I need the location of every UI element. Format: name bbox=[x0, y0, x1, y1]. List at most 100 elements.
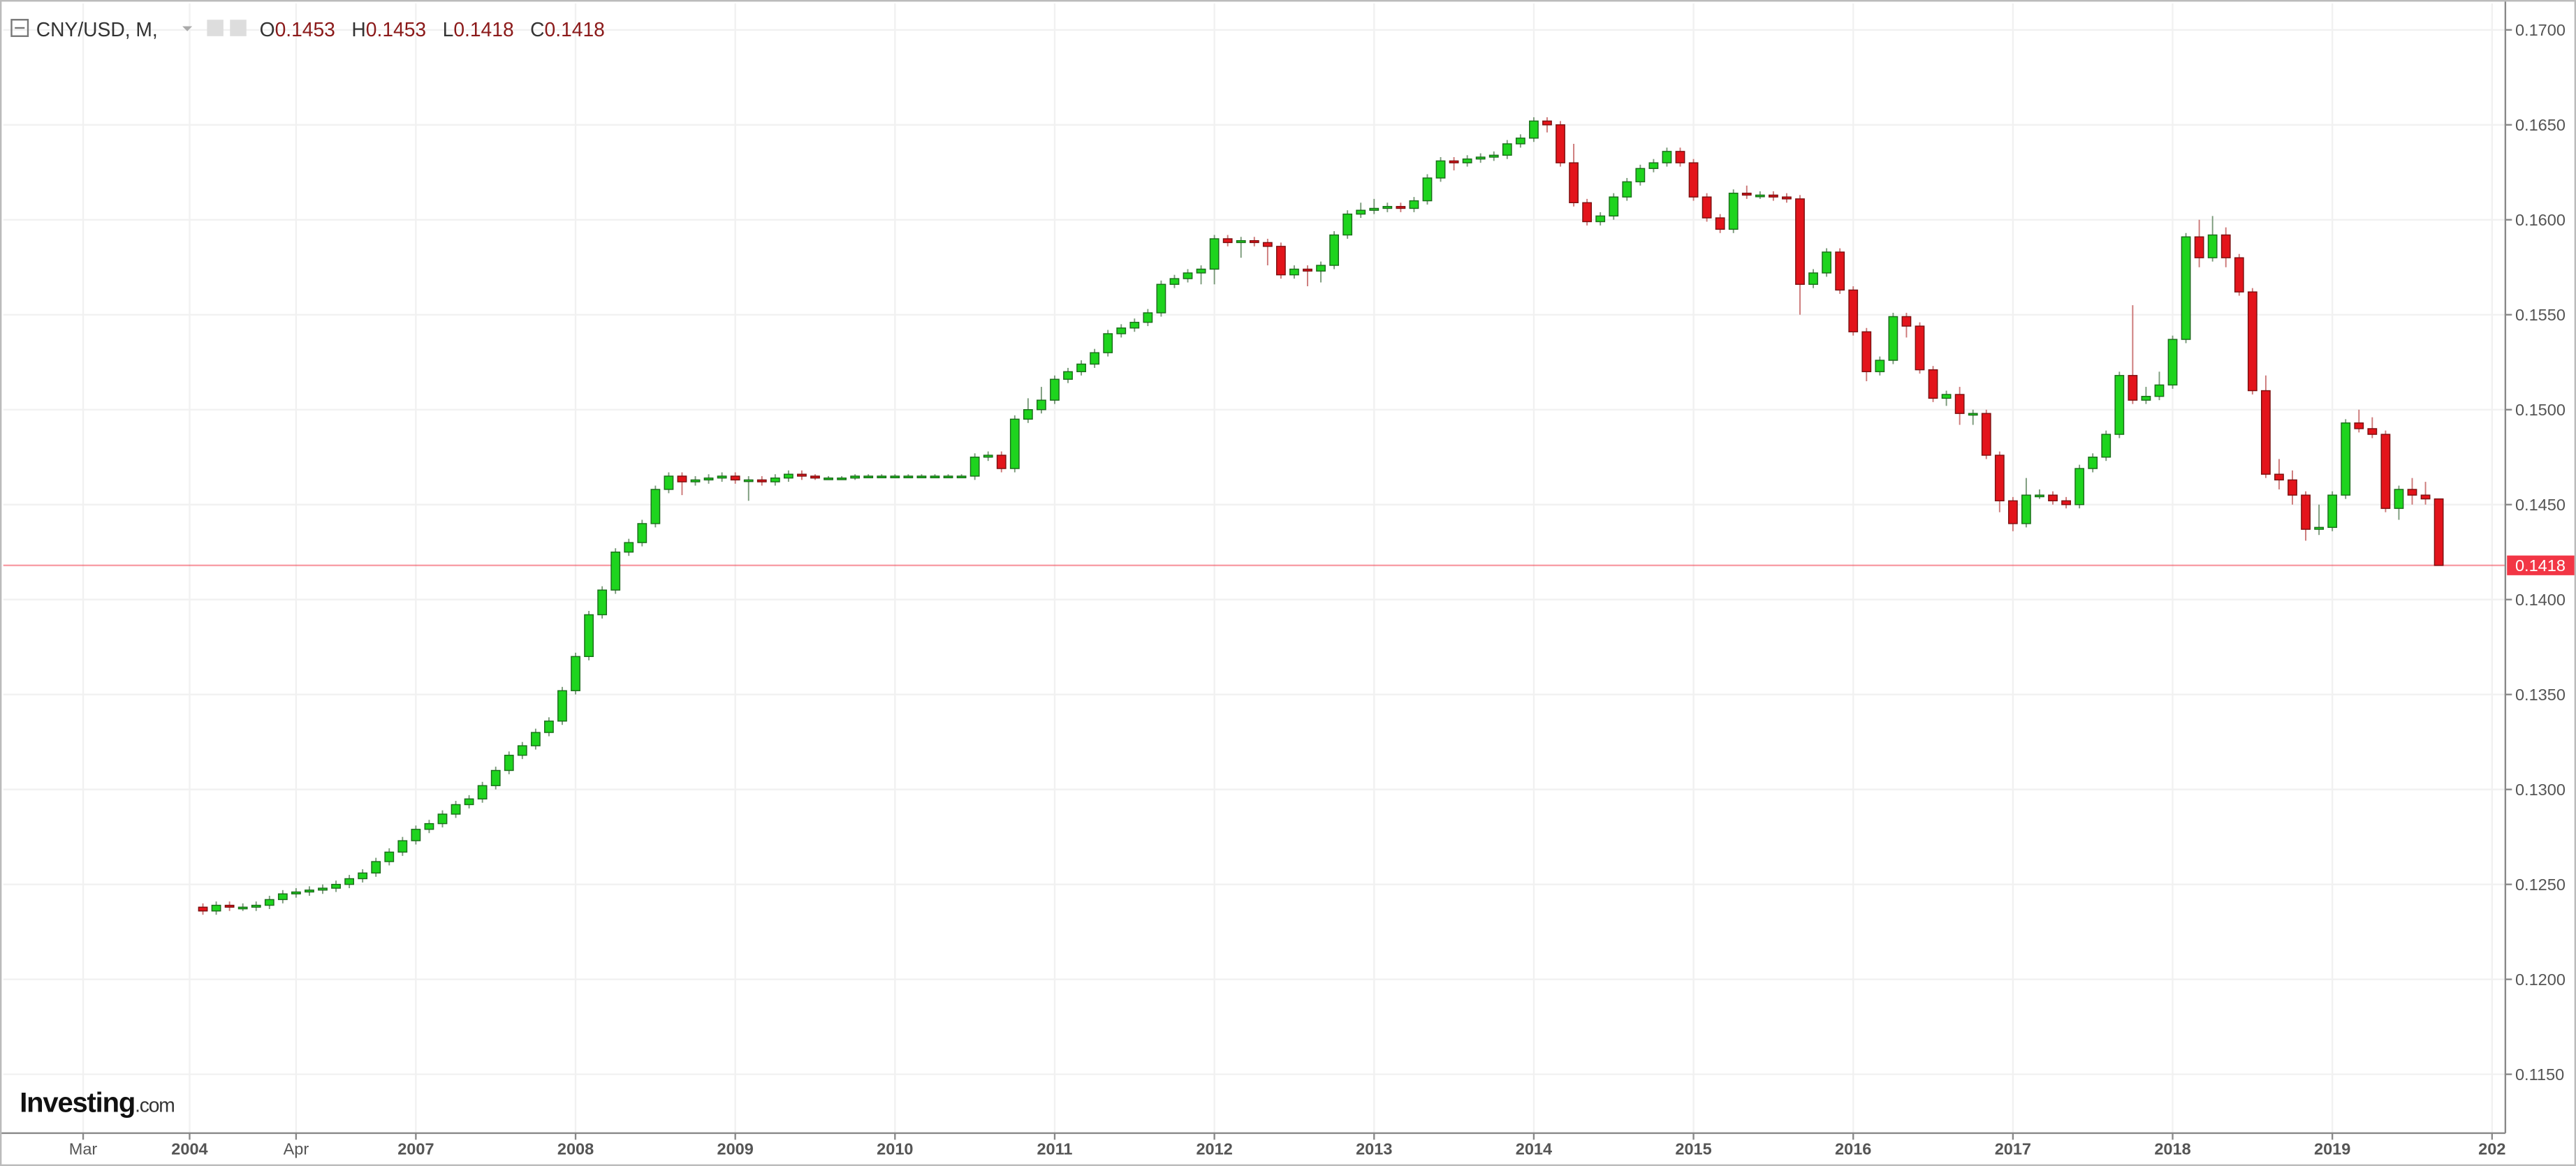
candle-body bbox=[1449, 160, 1459, 163]
candle-body bbox=[983, 455, 993, 458]
candle-body bbox=[1688, 162, 1699, 198]
candle-body bbox=[2247, 291, 2257, 392]
candle-body bbox=[544, 721, 554, 733]
candle-body bbox=[890, 475, 900, 478]
candle-body bbox=[916, 475, 927, 478]
candle-body bbox=[1329, 234, 1340, 266]
candle-body bbox=[1129, 321, 1140, 329]
candle-body bbox=[1023, 409, 1033, 420]
candle-body bbox=[1289, 268, 1299, 276]
candle-body bbox=[824, 477, 833, 480]
candle-body bbox=[730, 475, 740, 481]
ohlc-value: 0.1453 bbox=[275, 18, 335, 40]
candle-body bbox=[2327, 494, 2338, 529]
candle-body bbox=[451, 804, 461, 815]
candle-body bbox=[1116, 327, 1127, 334]
candle-body bbox=[1183, 272, 1193, 279]
y-tick-label: 0.1650 bbox=[2515, 116, 2566, 134]
candle-body bbox=[530, 732, 541, 746]
candle-body bbox=[1529, 120, 1539, 139]
candle-body bbox=[237, 906, 248, 910]
y-tick-label: 0.1600 bbox=[2515, 211, 2566, 229]
candle-body bbox=[2407, 489, 2417, 496]
candle-body bbox=[903, 475, 914, 478]
x-tick-label: 2004 bbox=[171, 1140, 207, 1158]
candle-body bbox=[624, 542, 634, 553]
x-tick-label: 2013 bbox=[1356, 1140, 1392, 1158]
candle-body bbox=[1768, 194, 1778, 198]
candle-body bbox=[1316, 265, 1326, 272]
candle-body bbox=[517, 745, 527, 756]
y-tick-label: 0.1450 bbox=[2515, 496, 2566, 514]
candle-body bbox=[783, 473, 793, 479]
candle-body bbox=[1861, 331, 1872, 373]
x-tick-label: 2009 bbox=[717, 1140, 754, 1158]
candle-body bbox=[1063, 371, 1073, 380]
legend-header: CNY/USD, M, O0.1453 H0.1453 L0.1418 C0.1418 bbox=[10, 18, 605, 40]
collapse-icon[interactable] bbox=[10, 19, 29, 37]
candle-body bbox=[1462, 158, 1472, 163]
candle-body bbox=[956, 475, 967, 478]
x-tick-label: 2012 bbox=[1196, 1140, 1232, 1158]
candle-body bbox=[1981, 413, 1991, 456]
settings-icon[interactable] bbox=[207, 20, 224, 36]
candle-body bbox=[1502, 143, 1512, 156]
candle-body bbox=[1875, 360, 1885, 373]
candle-body bbox=[557, 690, 567, 722]
candle-body bbox=[1728, 192, 1739, 230]
candle-body bbox=[397, 840, 408, 853]
candle-body bbox=[277, 893, 288, 901]
ohlc-value: 0.1418 bbox=[545, 18, 605, 40]
candle-body bbox=[1941, 394, 1952, 399]
x-tick-label: 2017 bbox=[1995, 1140, 2031, 1158]
candle-body bbox=[2341, 422, 2351, 496]
candle-body bbox=[943, 475, 953, 478]
candle-body bbox=[930, 475, 940, 478]
candle-body bbox=[1582, 202, 1593, 223]
candle-body bbox=[1675, 151, 1685, 163]
candle-body bbox=[2220, 234, 2231, 258]
candle-body bbox=[1635, 168, 1646, 183]
x-tick-label: 2018 bbox=[2154, 1140, 2190, 1158]
candle-body bbox=[850, 475, 861, 479]
candle-body bbox=[344, 878, 355, 885]
candle-body bbox=[2167, 339, 2178, 386]
logo-suffix: .com bbox=[135, 1093, 174, 1116]
candle-body bbox=[1702, 196, 1712, 219]
candle-body bbox=[2048, 494, 2058, 501]
candle-body bbox=[650, 489, 661, 524]
candle-body bbox=[2301, 494, 2311, 530]
x-tick-label: 2010 bbox=[877, 1140, 913, 1158]
candle-body bbox=[584, 614, 594, 658]
x-tick-label: 202 bbox=[2478, 1140, 2505, 1158]
candle-body bbox=[2141, 395, 2151, 401]
x-tick-label: 2015 bbox=[1675, 1140, 1711, 1158]
last-price-box bbox=[2507, 555, 2575, 575]
candle-body bbox=[2260, 390, 2271, 475]
candle-body bbox=[1196, 268, 1206, 274]
ohlc-key: L bbox=[443, 18, 454, 40]
dropdown-arrow[interactable] bbox=[182, 26, 193, 31]
candle-body bbox=[1222, 238, 1233, 244]
ohlc-key: O bbox=[260, 18, 275, 40]
logo-brand: Investing.com bbox=[20, 1087, 174, 1118]
candle-body bbox=[2394, 489, 2404, 509]
candle-body bbox=[863, 475, 874, 478]
candle-body bbox=[211, 904, 221, 912]
candle-body bbox=[424, 822, 434, 830]
candle-body bbox=[571, 656, 580, 691]
candle-body bbox=[597, 589, 608, 616]
candle-body bbox=[2314, 526, 2325, 530]
candle-body bbox=[490, 769, 501, 786]
candle-body bbox=[1103, 333, 1113, 353]
candle-body bbox=[1303, 268, 1312, 272]
candle-body bbox=[637, 523, 647, 543]
candle-body bbox=[2288, 479, 2297, 496]
x-tick-label: 2014 bbox=[1516, 1140, 1552, 1158]
candle-body bbox=[756, 479, 767, 482]
logo: Investing.com bbox=[20, 1087, 175, 1118]
candle-body bbox=[2367, 428, 2378, 435]
candle-body bbox=[1822, 251, 1832, 274]
visibility-icon[interactable] bbox=[230, 20, 247, 36]
